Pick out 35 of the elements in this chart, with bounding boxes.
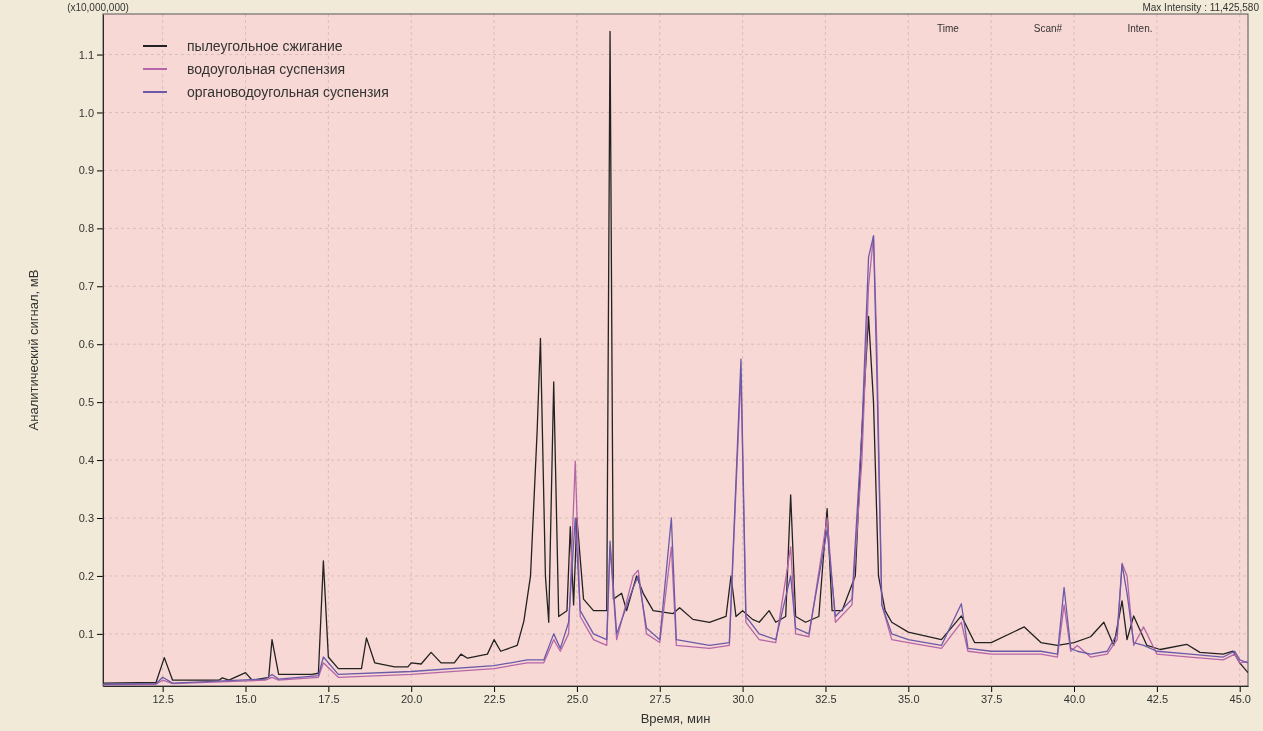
x-axis-title: Время, мин bbox=[640, 711, 711, 726]
y-tick-label: 0.9 bbox=[78, 164, 94, 177]
x-tick-label: 22.5 bbox=[483, 692, 506, 705]
y-tick-label: 0.3 bbox=[78, 512, 94, 525]
y-tick-label: 0.2 bbox=[78, 569, 94, 582]
legend-label: органоводоугольная суспензия bbox=[187, 83, 389, 100]
annotation: Scan# bbox=[1033, 23, 1063, 34]
x-tick-label: 35.0 bbox=[898, 692, 920, 705]
x-tick-label: 12.5 bbox=[152, 692, 174, 705]
x-tick-label: 25.0 bbox=[566, 692, 589, 705]
y-tick-label: 0.1 bbox=[78, 627, 94, 640]
annotation: Time bbox=[937, 23, 960, 34]
x-tick-label: 37.5 bbox=[980, 692, 1003, 705]
x-tick-label: 27.5 bbox=[649, 692, 671, 705]
y-tick-label: 0.8 bbox=[78, 222, 94, 235]
y-axis-title: Аналитический сигнал, мВ bbox=[26, 269, 41, 431]
x-tick-label: 40.0 bbox=[1063, 692, 1086, 705]
y-tick-label: 1.0 bbox=[78, 106, 94, 119]
x-tick-label: 42.5 bbox=[1146, 692, 1169, 705]
y-tick-label: 0.5 bbox=[78, 396, 94, 409]
y-tick-label: 0.7 bbox=[78, 280, 94, 293]
annotation: Inten. bbox=[1127, 23, 1153, 34]
y-tick-label: 0.6 bbox=[78, 338, 94, 351]
y-tick-label: 0.4 bbox=[78, 454, 94, 467]
legend-label: пылеугольное сжигание bbox=[187, 37, 343, 54]
x-tick-label: 45.0 bbox=[1229, 692, 1251, 705]
legend-label: водоугольная суспензия bbox=[187, 60, 346, 77]
text: Max Intensity : 11,425,580 bbox=[1142, 2, 1260, 13]
y-tick-label: 1.1 bbox=[78, 48, 94, 61]
x-tick-label: 17.5 bbox=[318, 692, 340, 705]
x-tick-label: 20.0 bbox=[400, 692, 423, 705]
x-tick-label: 32.5 bbox=[815, 692, 837, 705]
text: (x10,000,000) bbox=[67, 2, 129, 13]
x-tick-label: 30.0 bbox=[732, 692, 754, 705]
x-tick-label: 15.0 bbox=[235, 692, 257, 705]
